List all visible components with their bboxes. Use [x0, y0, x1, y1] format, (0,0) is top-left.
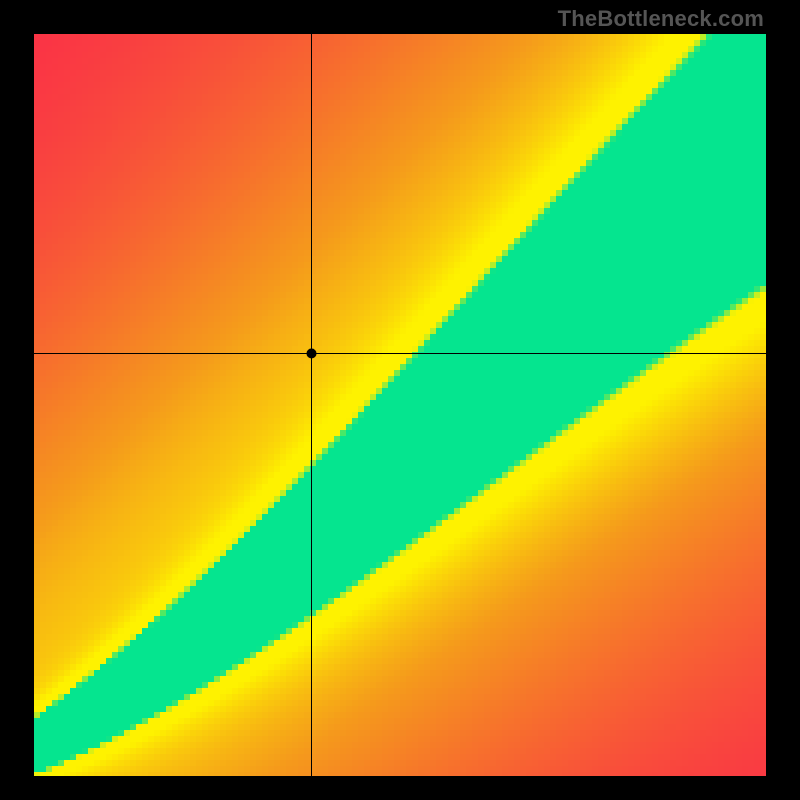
chart-frame: { "watermark": { "text": "TheBottleneck.…: [0, 0, 800, 800]
watermark-text: TheBottleneck.com: [558, 6, 764, 32]
bottleneck-heatmap: [34, 34, 766, 776]
